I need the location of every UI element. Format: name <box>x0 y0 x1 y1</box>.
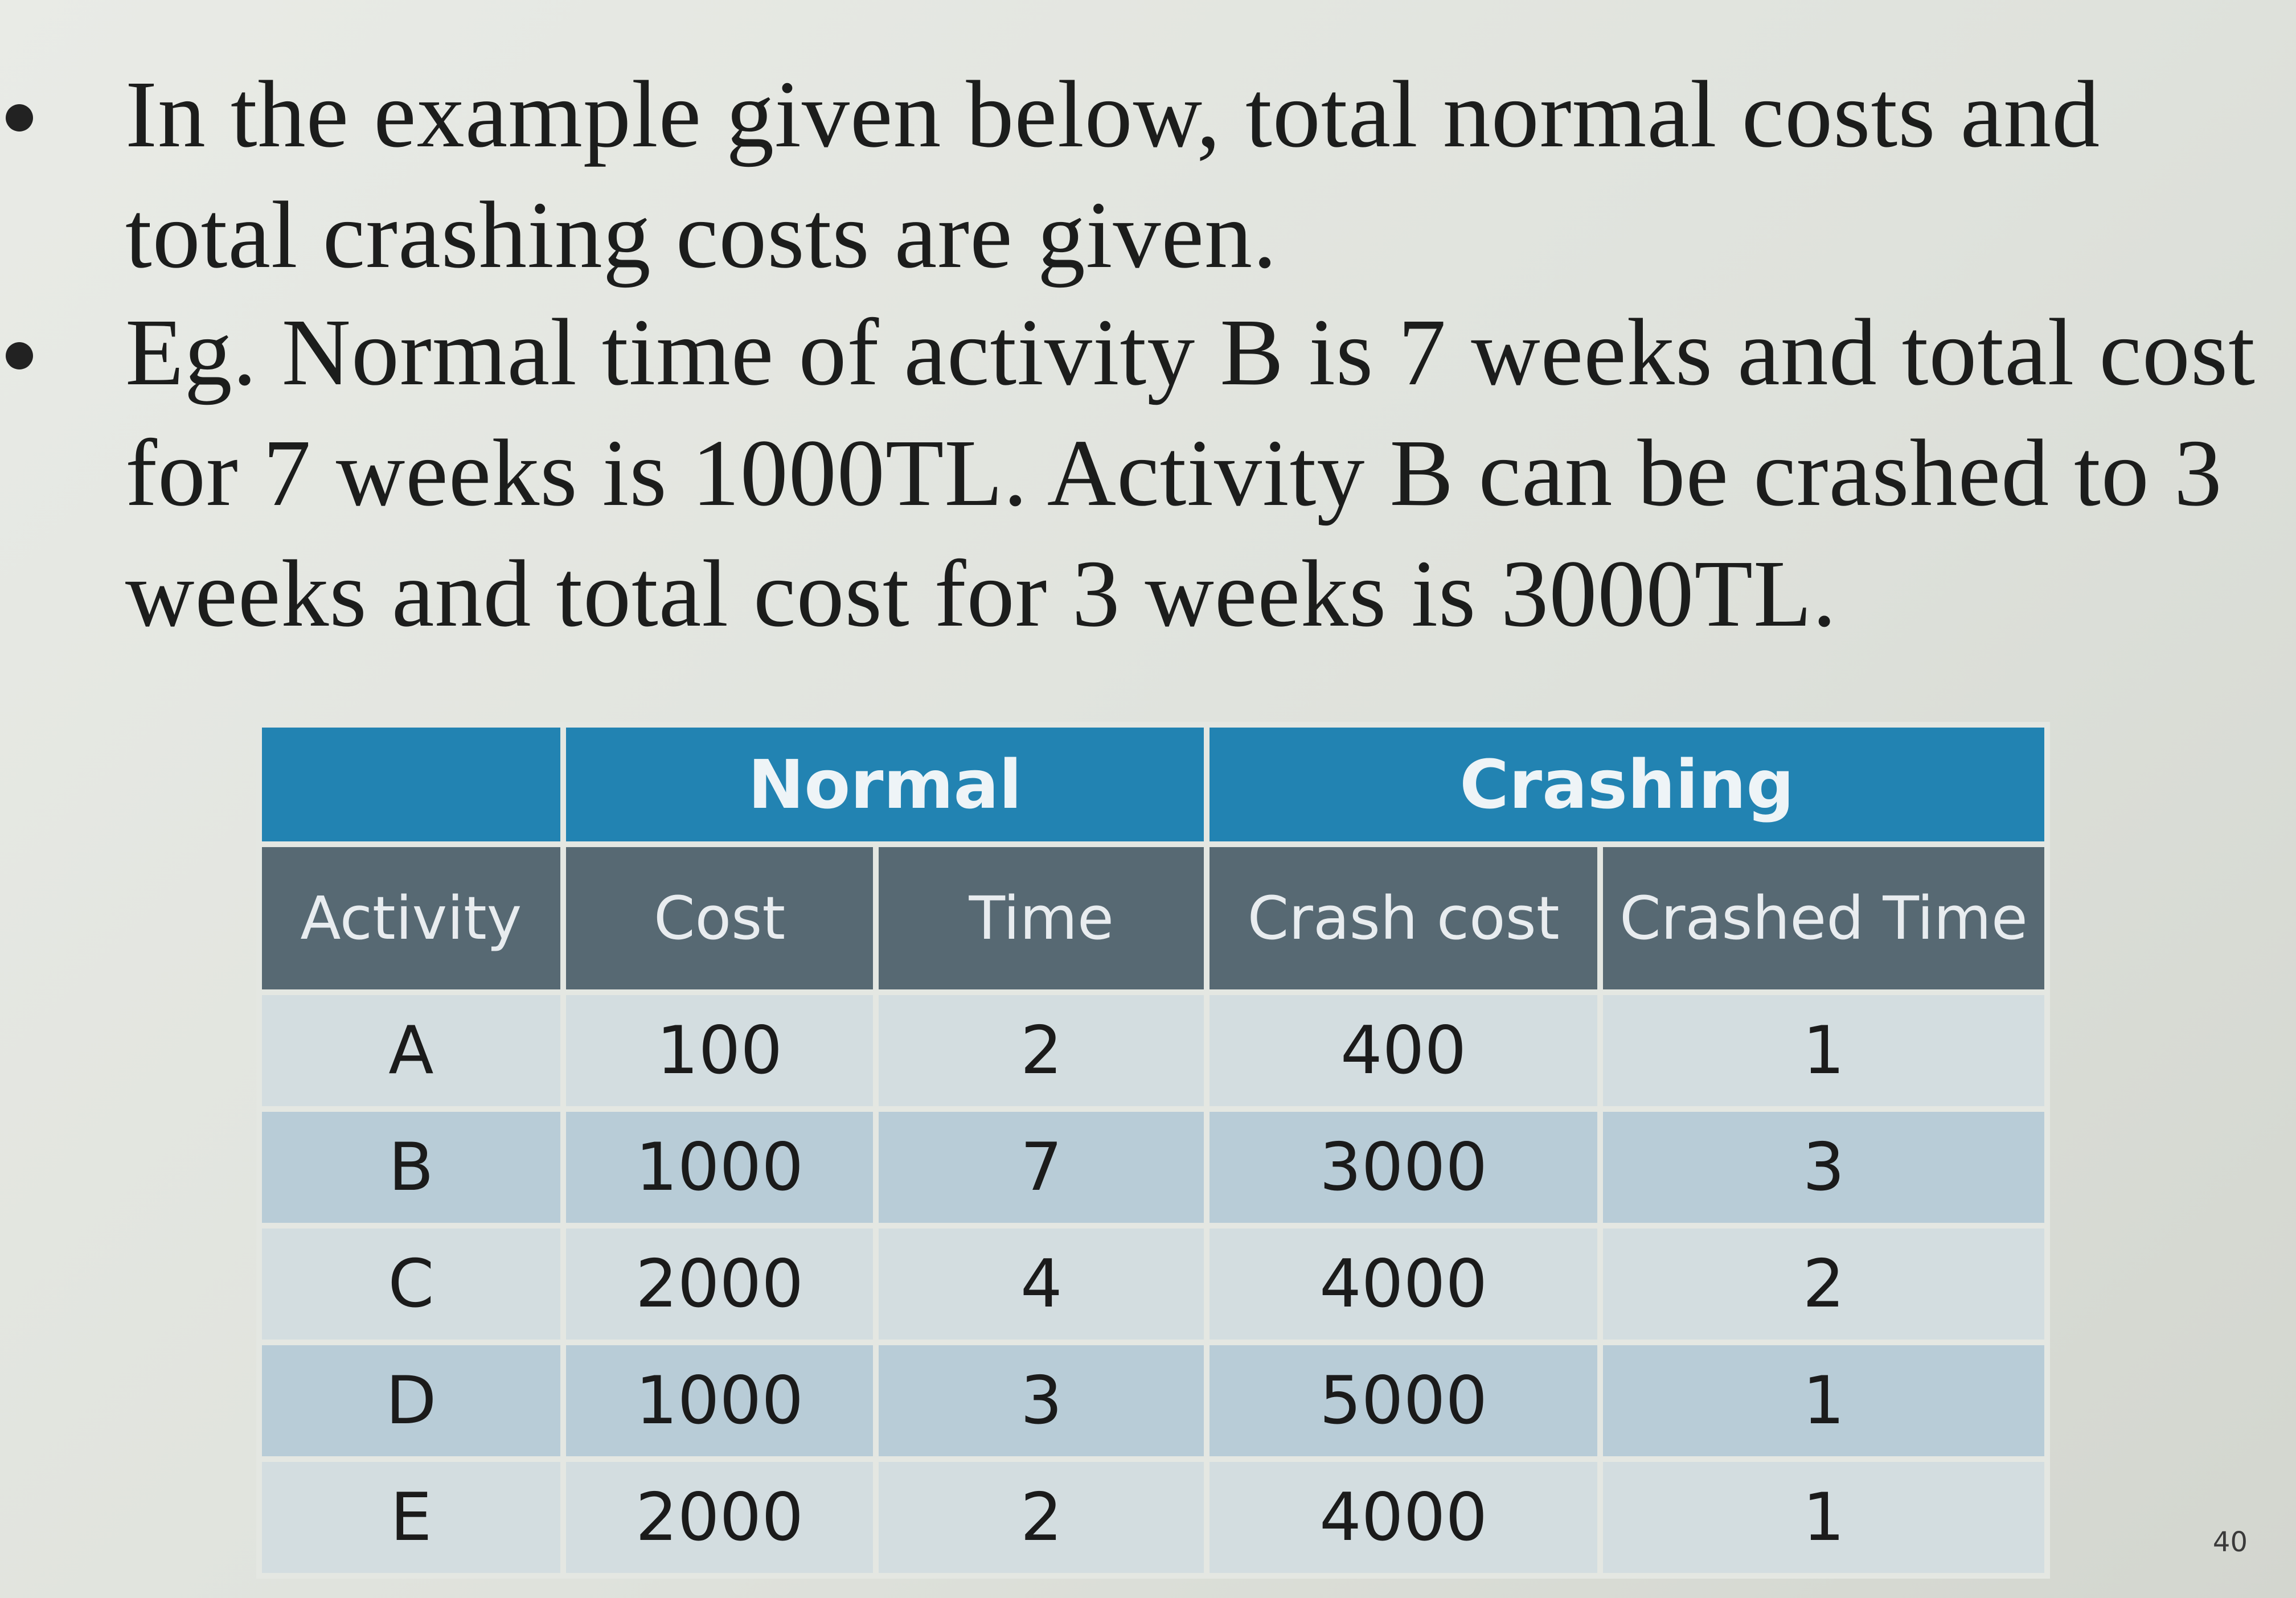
column-header-cost: Cost <box>560 841 879 995</box>
cell-cost: 2000 <box>560 1223 879 1345</box>
crashing-table: Normal Crashing Activity Cost Time Crash… <box>256 722 2051 1579</box>
group-header-crashing: Crashing <box>1204 722 2050 847</box>
cell-crashed-time: 2 <box>1597 1223 2051 1345</box>
bullet-item: Eg. Normal time of activity B is 7 weeks… <box>0 292 2296 654</box>
table-row: D 1000 3 5000 1 <box>256 1340 2051 1462</box>
cell-cost: 1000 <box>560 1106 879 1229</box>
group-header-empty <box>256 722 566 847</box>
cell-activity: C <box>256 1223 566 1345</box>
column-header-activity: Activity <box>256 841 566 995</box>
cell-time: 3 <box>873 1340 1210 1462</box>
bullet-dot-icon <box>6 342 33 369</box>
group-header-normal: Normal <box>560 722 1210 847</box>
cell-time: 2 <box>873 989 1210 1112</box>
cell-crashed-time: 3 <box>1597 1106 2051 1229</box>
cell-activity: B <box>256 1106 566 1229</box>
bullet-list: In the example given below, total normal… <box>0 54 2296 654</box>
cell-activity: E <box>256 1456 566 1579</box>
cell-time: 7 <box>873 1106 1210 1229</box>
cell-cost: 100 <box>560 989 879 1112</box>
column-header-crash-cost: Crash cost <box>1204 841 1603 995</box>
cell-activity: D <box>256 1340 566 1462</box>
cell-crashed-time: 1 <box>1597 989 2051 1112</box>
cell-cost: 2000 <box>560 1456 879 1579</box>
cell-crash-cost: 3000 <box>1204 1106 1603 1229</box>
table-row: C 2000 4 4000 2 <box>256 1223 2051 1345</box>
column-header-row: Activity Cost Time Crash cost Crashed Ti… <box>256 841 2051 995</box>
group-header-row: Normal Crashing <box>256 722 2050 847</box>
cell-crash-cost: 400 <box>1204 989 1603 1112</box>
cell-activity: A <box>256 989 566 1112</box>
bullet-dot-icon <box>6 104 33 132</box>
cell-time: 4 <box>873 1223 1210 1345</box>
cell-crash-cost: 4000 <box>1204 1456 1603 1579</box>
bullet-text: Eg. Normal time of activity B is 7 weeks… <box>125 299 2256 647</box>
cell-cost: 1000 <box>560 1340 879 1462</box>
crashing-table-container: Normal Crashing Activity Cost Time Crash… <box>256 722 2051 1579</box>
table-row: B 1000 7 3000 3 <box>256 1106 2051 1229</box>
bullet-text: In the example given below, total normal… <box>125 61 2101 288</box>
cell-crashed-time: 1 <box>1597 1456 2051 1579</box>
bullet-item: In the example given below, total normal… <box>0 54 2296 295</box>
cell-crash-cost: 5000 <box>1204 1340 1603 1462</box>
column-header-crashed-time: Crashed Time <box>1597 841 2051 995</box>
cell-crash-cost: 4000 <box>1204 1223 1603 1345</box>
page-number: 40 <box>2212 1526 2248 1558</box>
cell-crashed-time: 1 <box>1597 1340 2051 1462</box>
column-header-time: Time <box>873 841 1210 995</box>
table-row: E 2000 2 4000 1 <box>256 1456 2051 1579</box>
cell-time: 2 <box>873 1456 1210 1579</box>
table-row: A 100 2 400 1 <box>256 989 2051 1112</box>
